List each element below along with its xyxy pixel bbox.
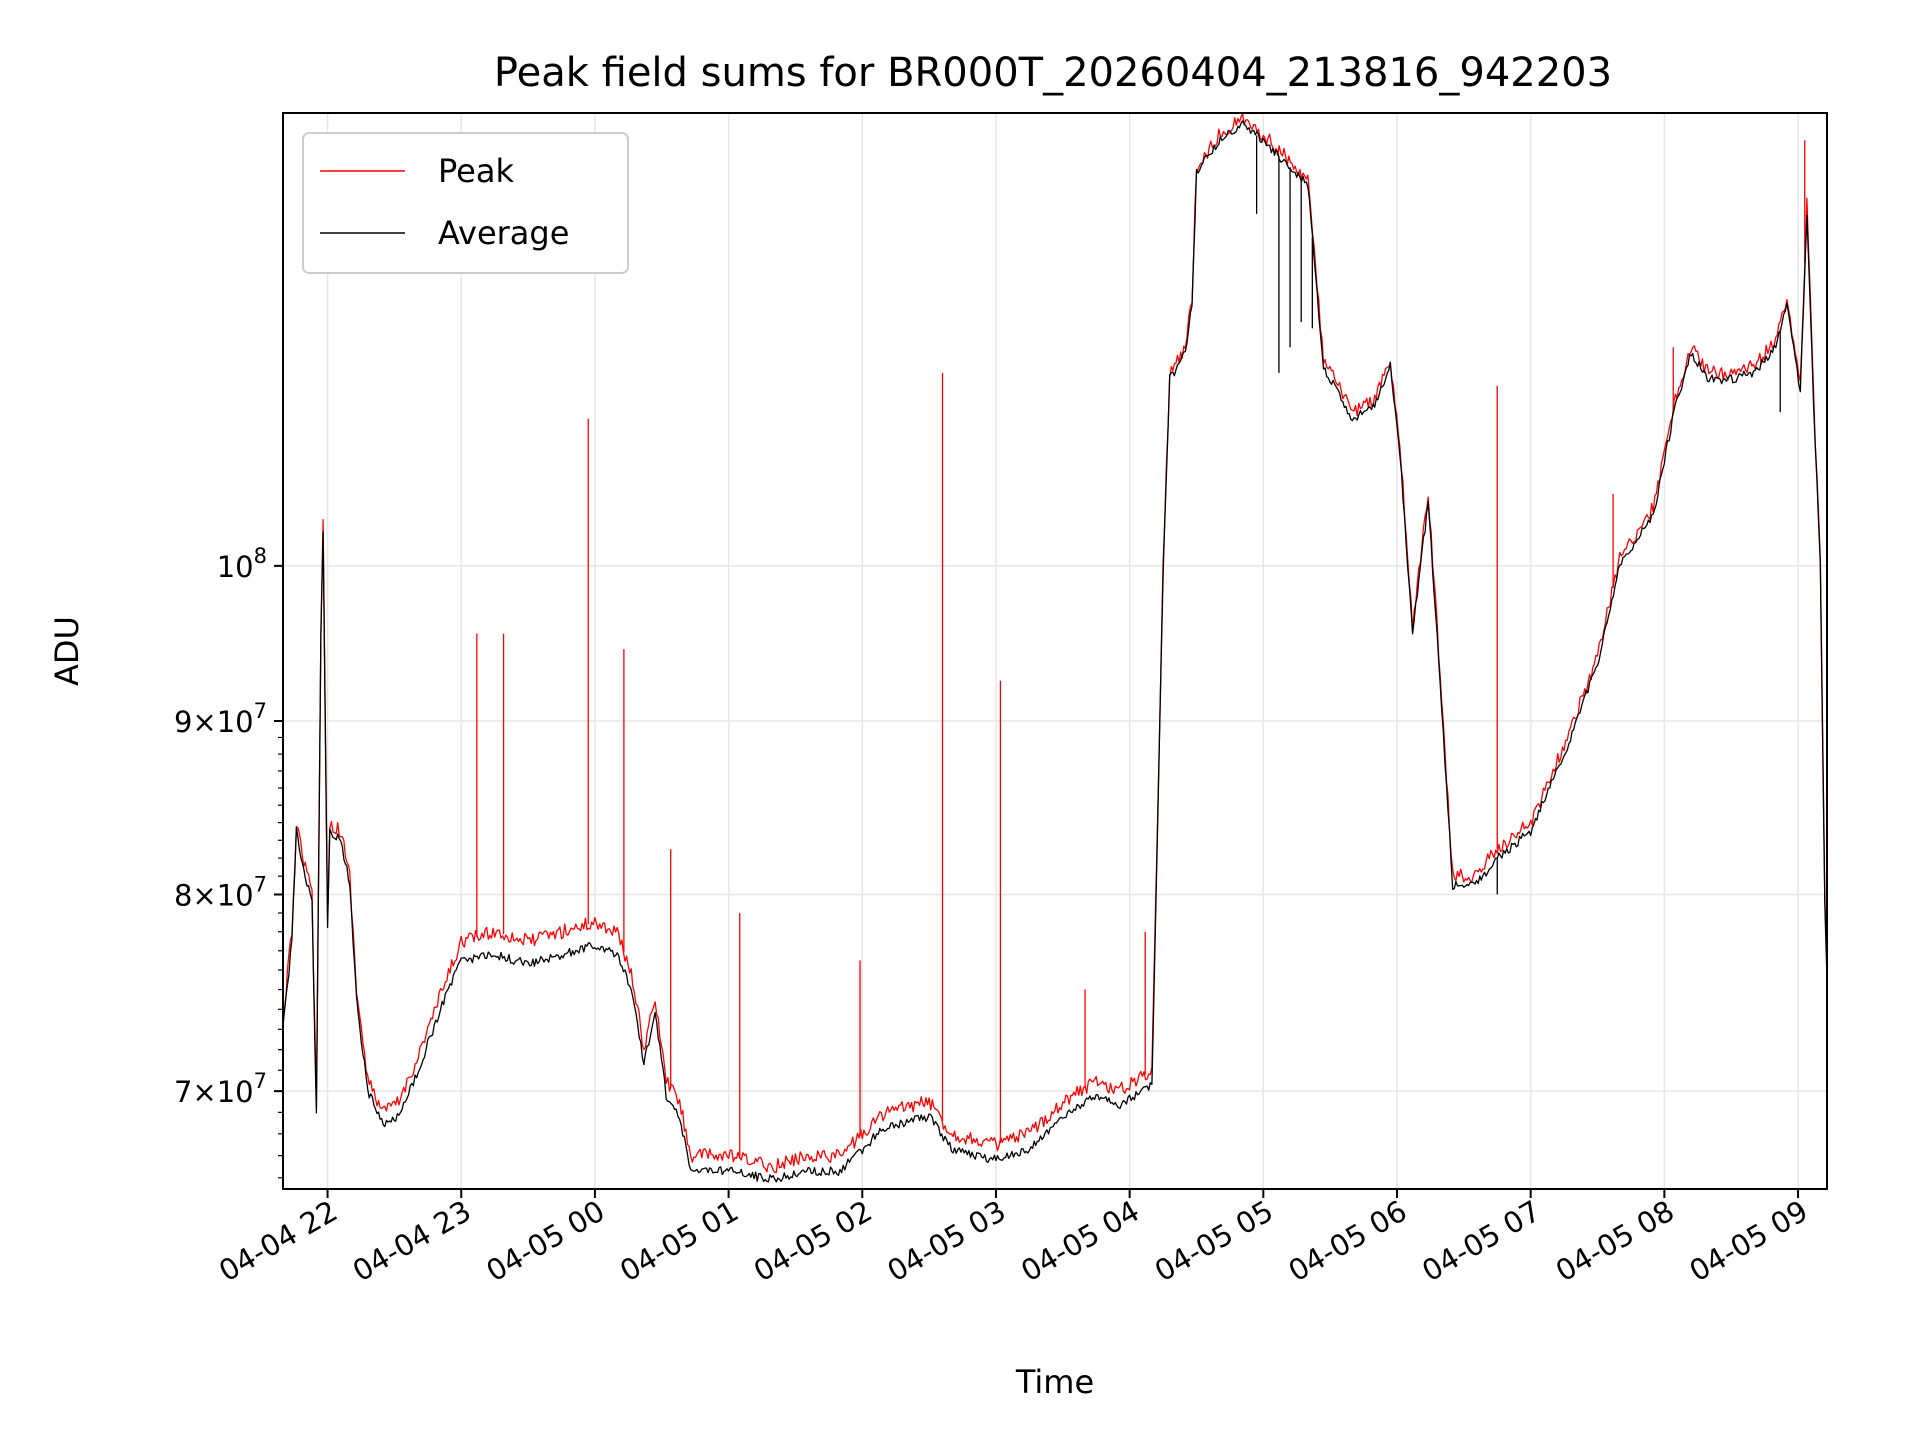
legend-box xyxy=(302,132,629,274)
y-tick-label: 9×107 xyxy=(174,699,267,739)
gridlines xyxy=(283,113,1827,1189)
y-axis-title: ADU xyxy=(48,616,86,686)
chart-title: Peak field sums for BR000T_20260404_2138… xyxy=(494,50,1612,96)
x-axis-title: Time xyxy=(1015,1363,1094,1401)
legend: Peak Average xyxy=(302,132,629,274)
y-tick-label: 108 xyxy=(217,544,267,584)
y-tick-label: 8×107 xyxy=(174,872,267,912)
legend-label-average: Average xyxy=(438,214,569,252)
legend-label-peak: Peak xyxy=(438,152,514,190)
plot-frame xyxy=(282,112,1828,1190)
series-line-peak xyxy=(283,113,1827,1174)
y-tick-label: 7×107 xyxy=(174,1069,267,1109)
y-axis: 7×107 8×107 9×107 108 xyxy=(174,544,283,1179)
series-layer xyxy=(283,113,1827,1183)
series-line-average xyxy=(283,120,1827,1183)
